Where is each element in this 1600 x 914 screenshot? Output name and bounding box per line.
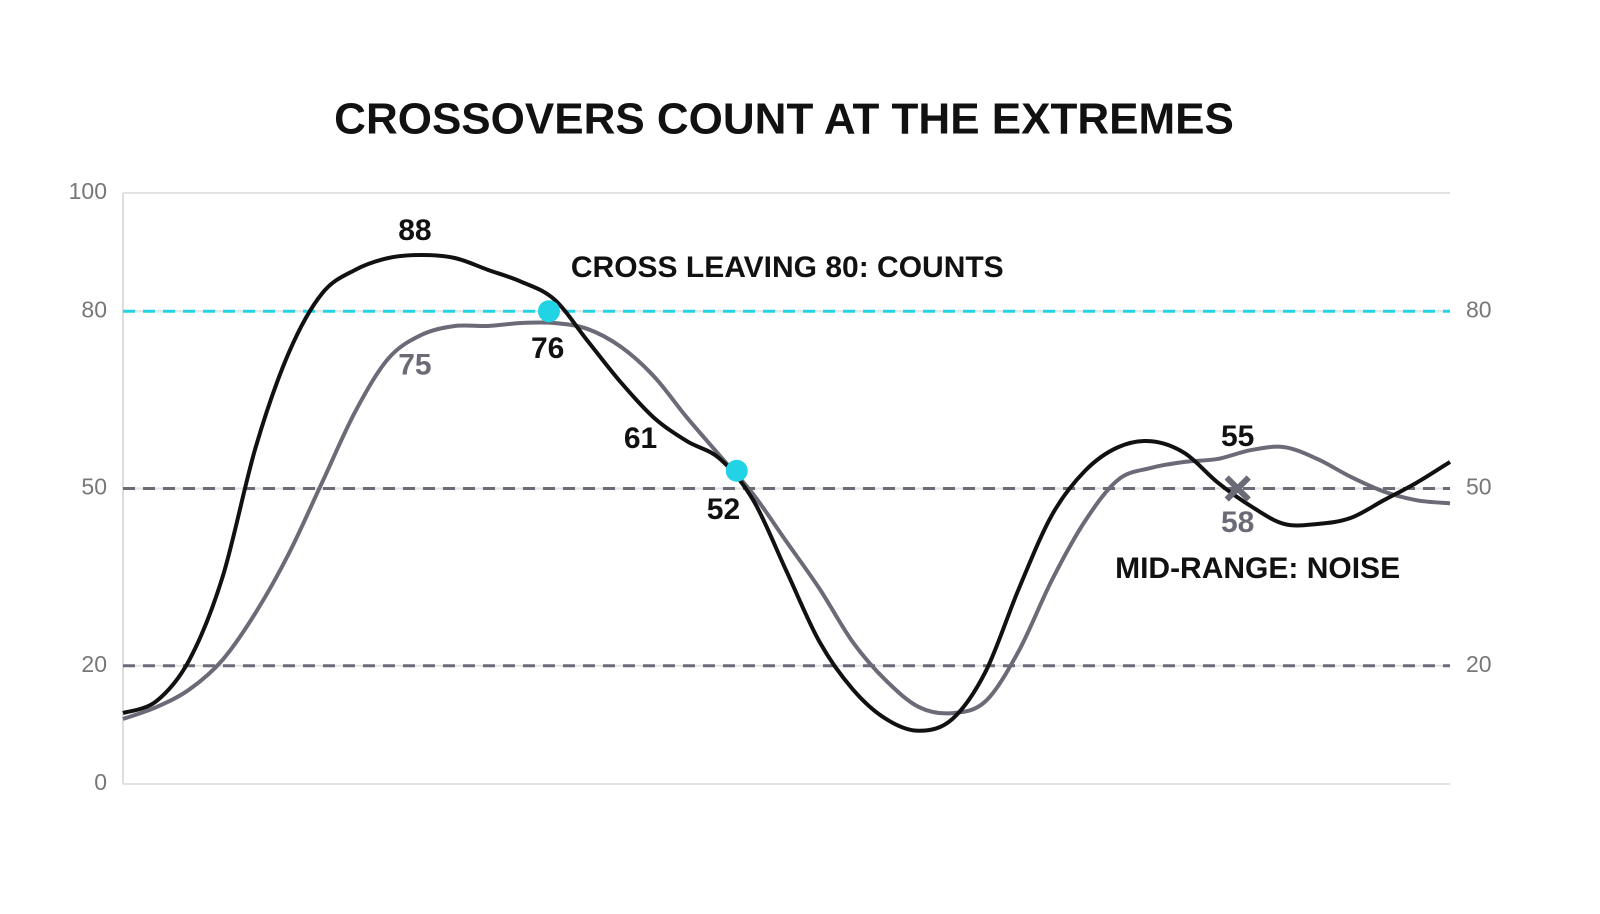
annotation: 61 — [624, 422, 657, 455]
cross-marker — [1224, 475, 1251, 502]
annotation: 88 — [398, 214, 431, 247]
series-line — [122, 320, 1451, 721]
annotation: 76 — [531, 332, 564, 365]
y-tick-label: 20 — [81, 651, 107, 677]
y-tick-label: 50 — [81, 474, 107, 500]
annotation: 75 — [398, 349, 431, 382]
crossover-marker — [537, 300, 560, 323]
y2-tick-label: 80 — [1466, 296, 1492, 322]
annotation: 52 — [707, 493, 740, 526]
annotation: 58 — [1221, 506, 1254, 539]
y2-tick-label: 50 — [1466, 474, 1492, 500]
series-line — [122, 253, 1452, 733]
annotation: CROSS LEAVING 80: COUNTS — [571, 251, 1004, 284]
y-tick-label: 0 — [94, 769, 107, 795]
chart-title: CROSSOVERS COUNT AT THE EXTREMES — [334, 95, 1234, 144]
annotation: 55 — [1221, 420, 1254, 453]
y2-tick-label: 20 — [1466, 651, 1492, 677]
y-tick-label: 100 — [69, 178, 107, 204]
crossover-marker — [725, 459, 748, 482]
y-tick-label: 80 — [81, 296, 107, 322]
annotation: MID-RANGE: NOISE — [1115, 552, 1400, 585]
